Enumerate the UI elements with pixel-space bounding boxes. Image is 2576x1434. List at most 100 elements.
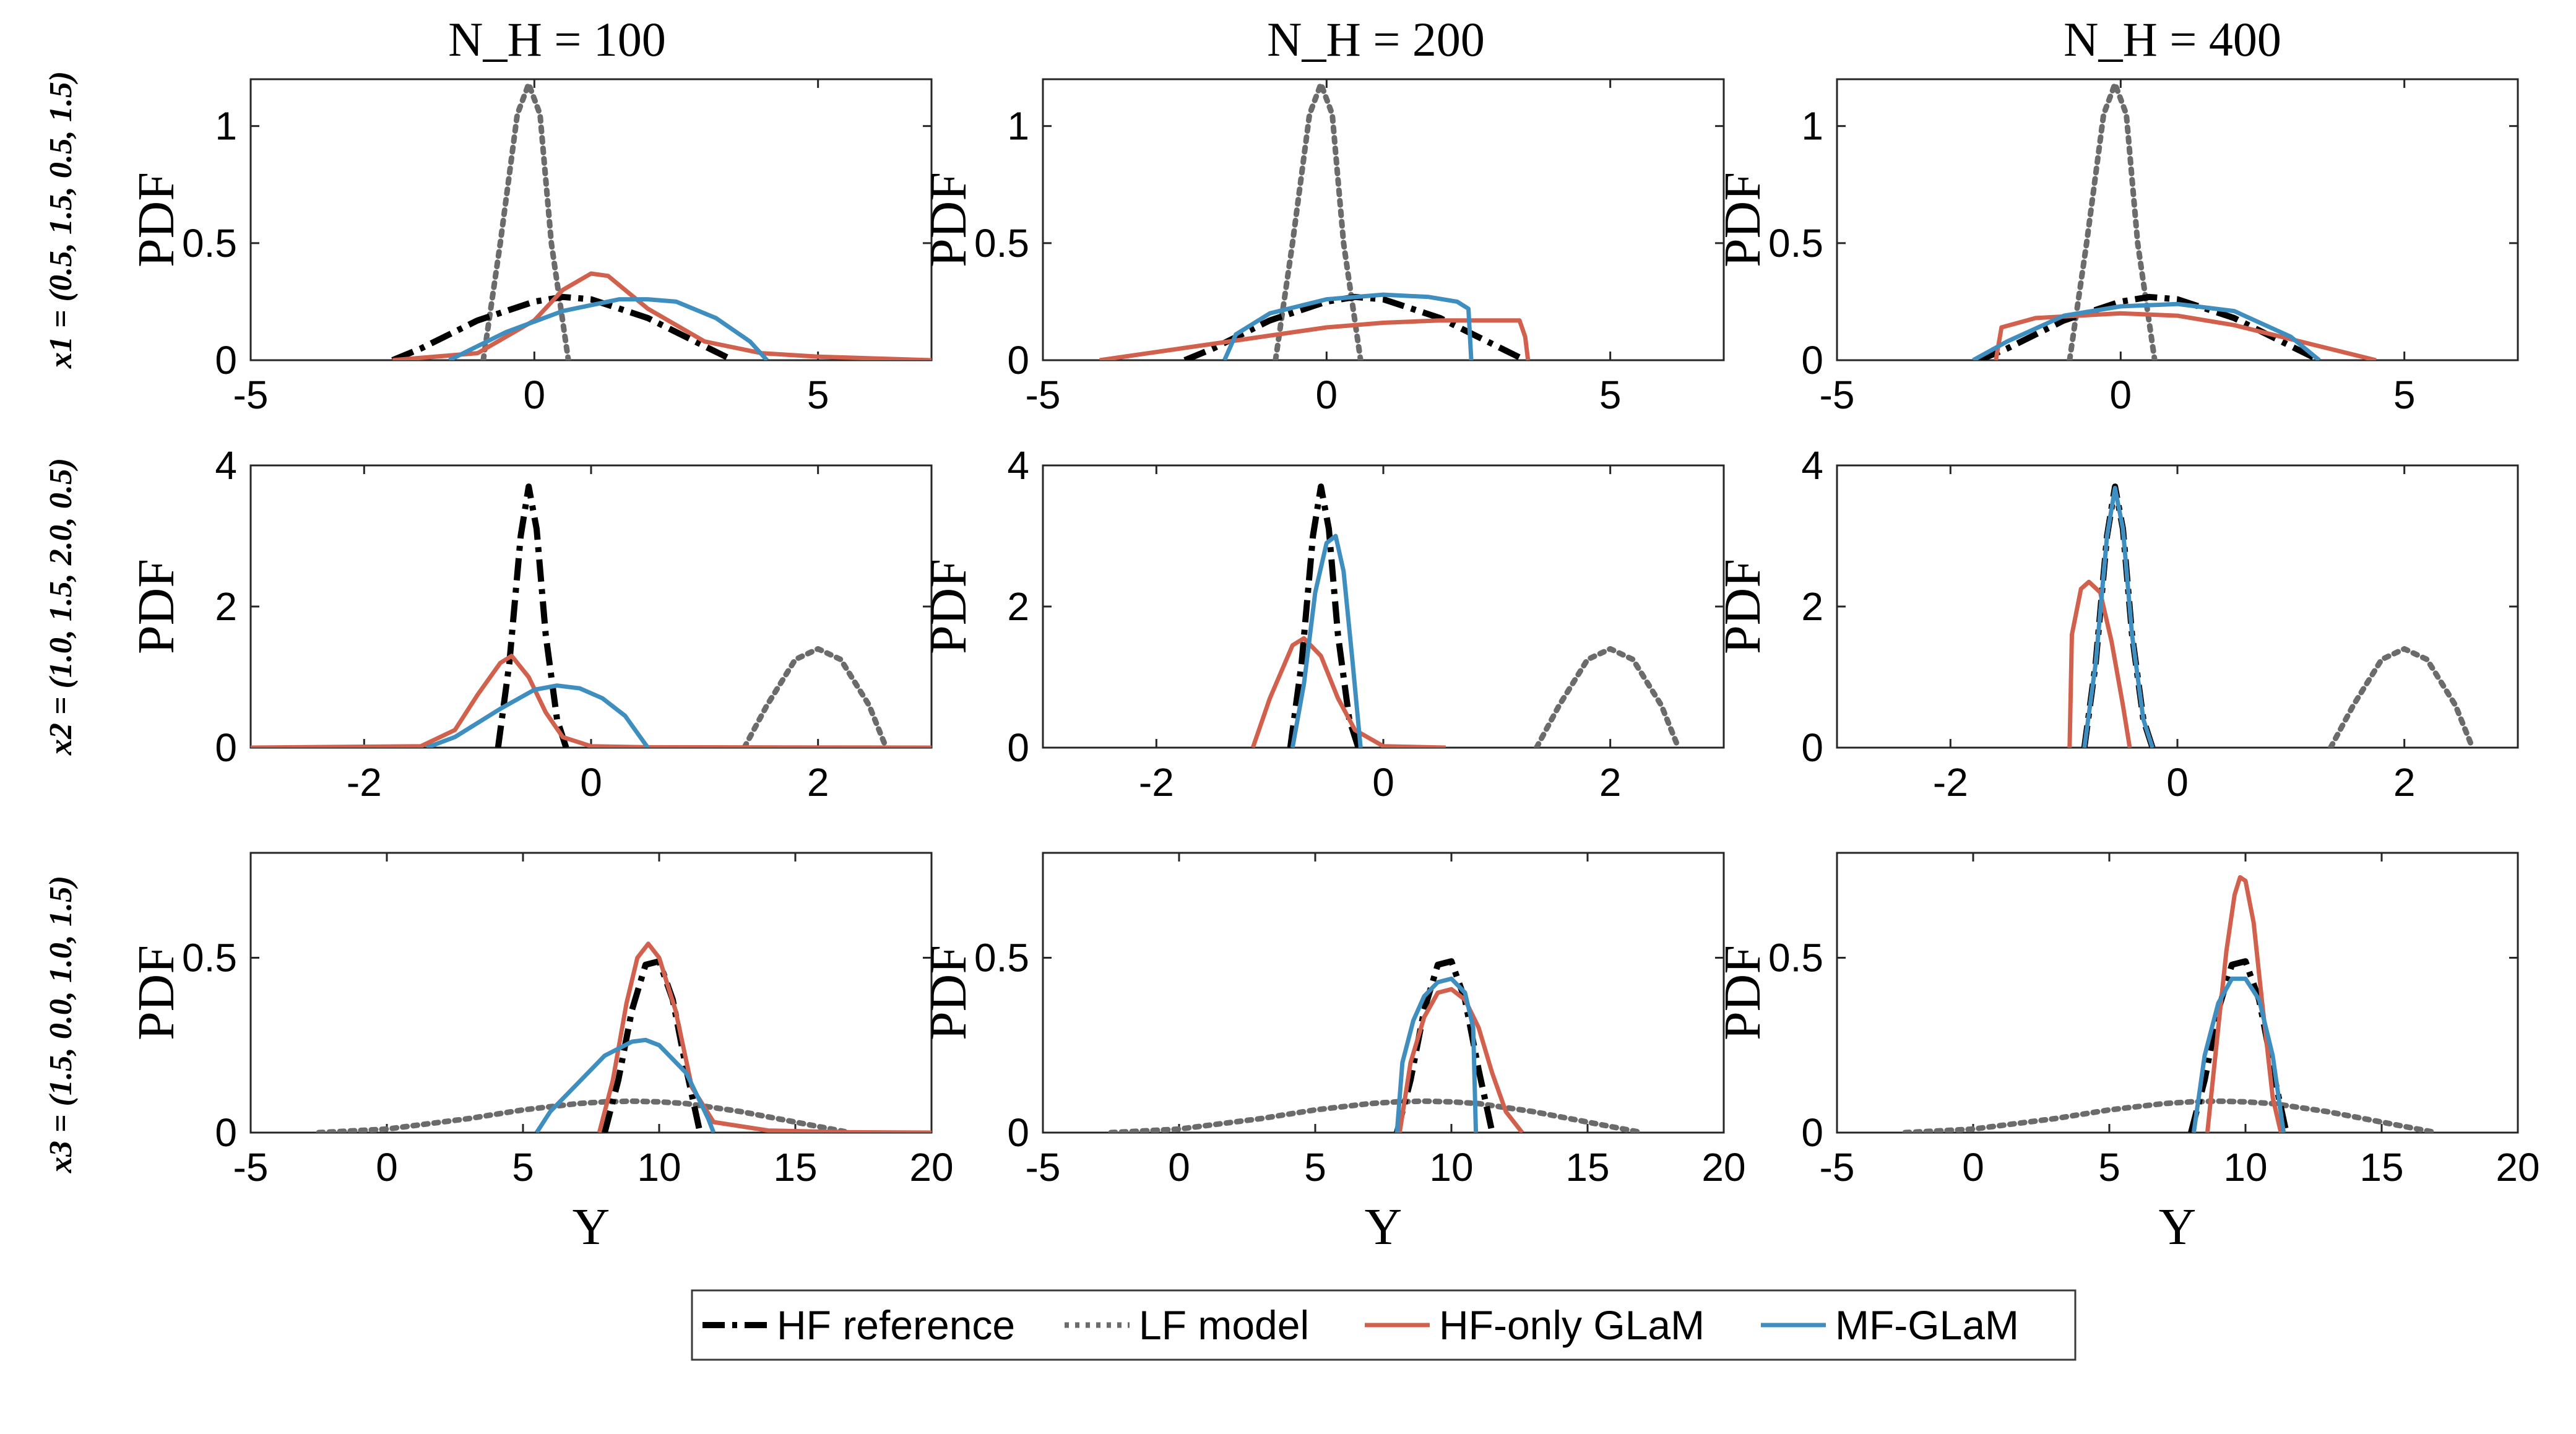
legend: HF reference LF model HF-only GLaM MF-GL…: [691, 1289, 2077, 1361]
column-title: N_H = 200: [1267, 12, 1485, 66]
column-title: N_H = 100: [448, 12, 666, 66]
y-tick-label: 2: [1007, 584, 1029, 629]
y-tick-label: 0: [215, 338, 237, 382]
series-line-lf: [1534, 646, 1682, 748]
y-tick-label: 0: [1007, 1110, 1029, 1155]
x-tick-label: -5: [1026, 1145, 1061, 1190]
y-tick-label: 4: [1007, 443, 1029, 488]
series-line-lf: [1902, 1098, 2439, 1133]
y-tick-label: 0.5: [1768, 221, 1823, 266]
axes-box: [1042, 78, 1725, 361]
y-axis-label: PDF: [920, 172, 977, 267]
series-line-hfonly: [1397, 987, 1524, 1133]
series-line-lf: [2067, 81, 2158, 360]
x-tick-label: 5: [512, 1145, 534, 1190]
series-line-hf: [495, 483, 569, 748]
x-axis-label: Y: [573, 1198, 610, 1256]
x-tick-label: 15: [2359, 1145, 2403, 1190]
x-tick-label: 0: [524, 373, 546, 417]
series-line-hfonly: [2067, 579, 2132, 748]
series-line-lf: [2328, 646, 2476, 748]
x-tick-label: 10: [2223, 1145, 2267, 1190]
legend-entry-lf: LF model: [1065, 1302, 1309, 1348]
series-line-hfonly: [1250, 636, 1446, 748]
series-line-lf: [1273, 81, 1364, 360]
series-line-mf: [1290, 533, 1363, 748]
y-tick-label: 0.5: [182, 936, 237, 980]
series-line-mf: [2191, 976, 2286, 1133]
series-line-mf: [425, 683, 650, 748]
x-tick-label: -5: [233, 1145, 269, 1190]
x-tick-label: 10: [1429, 1145, 1473, 1190]
legend-label: LF model: [1139, 1302, 1309, 1348]
x-tick-label: 0: [2110, 373, 2132, 417]
x-tick-label: 5: [1599, 373, 1622, 417]
x-tick-label: -2: [1933, 760, 1968, 805]
x-tick-label: 5: [807, 373, 829, 417]
y-tick-label: 4: [1801, 443, 1823, 488]
x-tick-label: 0: [1372, 760, 1394, 805]
series-line-mf: [535, 1037, 716, 1133]
y-axis-label: PDF: [128, 559, 185, 654]
series-line-mf: [1222, 292, 1474, 360]
series-line-hfonly: [392, 271, 931, 360]
x-tick-label: -5: [233, 373, 269, 417]
legend-entry-hfonly: HF-only GLaM: [1365, 1302, 1705, 1348]
y-tick-label: 0: [1801, 725, 1823, 770]
axes-box: [249, 78, 933, 361]
series-line-hf: [1977, 293, 2321, 360]
y-tick-label: 0: [1007, 338, 1029, 382]
row-label: x2 = (1.0, 1.5, 2.0, 0.5): [43, 458, 79, 756]
y-tick-label: 0: [1801, 338, 1823, 382]
x-tick-label: -5: [1820, 1145, 1855, 1190]
x-axis-label: Y: [1365, 1198, 1403, 1256]
x-tick-label: 20: [909, 1145, 953, 1190]
series-line-mf: [1972, 301, 2321, 360]
y-tick-label: 2: [215, 584, 237, 629]
panel-r2-c3: -2 0 2 0 2 4 PDF: [1714, 443, 2519, 805]
series-line-mf: [1394, 976, 1479, 1133]
series-line-lf: [480, 81, 571, 360]
series-line-hf: [391, 293, 735, 360]
x-tick-label: 20: [1701, 1145, 1745, 1190]
y-tick-label: 0.5: [974, 221, 1029, 266]
series-line-hfonly: [2205, 875, 2283, 1133]
column-title: N_H = 400: [2064, 12, 2281, 66]
x-tick-label: 0: [1316, 373, 1338, 417]
y-tick-label: 0.5: [182, 221, 237, 266]
y-tick-label: 4: [215, 443, 237, 488]
y-axis-label: PDF: [1714, 172, 1771, 267]
axes-box: [1836, 78, 2519, 361]
legend-entry-hf: HF reference: [702, 1302, 1015, 1348]
y-tick-label: 0.5: [1768, 936, 1823, 980]
x-tick-label: 0: [1962, 1145, 1984, 1190]
x-tick-label: 0: [1168, 1145, 1190, 1190]
y-tick-label: 0: [215, 1110, 237, 1155]
x-tick-label: 15: [773, 1145, 817, 1190]
legend-entry-mf: MF-GLaM: [1761, 1302, 2019, 1348]
axes-box: [249, 852, 933, 1134]
axes-box: [1836, 852, 2519, 1134]
y-tick-label: 2: [1801, 584, 1823, 629]
x-tick-label: -2: [347, 760, 382, 805]
axes-box: [1042, 464, 1725, 749]
y-tick-label: 0: [1801, 1110, 1823, 1155]
y-tick-label: 0.5: [974, 936, 1029, 980]
x-tick-label: 10: [637, 1145, 681, 1190]
x-tick-label: 0: [376, 1145, 398, 1190]
legend-label: MF-GLaM: [1835, 1302, 2019, 1348]
panel-r2-c1: -2 0 2 0 2 4 PDF: [128, 443, 933, 805]
x-tick-label: -5: [1820, 373, 1855, 417]
x-tick-label: 5: [2098, 1145, 2120, 1190]
row-label: x1 = (0.5, 1.5, 0.5, 1.5): [43, 71, 79, 369]
x-tick-label: 2: [807, 760, 829, 805]
y-axis-label: PDF: [920, 945, 977, 1040]
series-line-mf: [2082, 486, 2155, 748]
y-axis-label: PDF: [920, 559, 977, 654]
